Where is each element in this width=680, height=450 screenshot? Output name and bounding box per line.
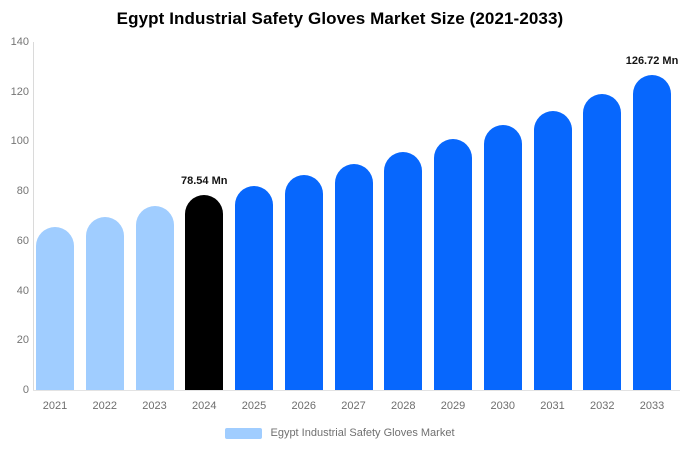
bar-2025[interactable] xyxy=(235,185,273,390)
y-axis-tick-label: 80 xyxy=(16,185,29,198)
bar-2033[interactable] xyxy=(633,75,671,390)
x-axis-tick-label: 2022 xyxy=(92,400,117,412)
bar-2023[interactable] xyxy=(135,206,174,390)
x-axis-tick-label: 2033 xyxy=(639,400,665,412)
x-axis-tick-label: 2031 xyxy=(540,400,565,412)
x-axis-tick-label: 2028 xyxy=(391,400,416,412)
x-axis-tick-label: 2026 xyxy=(291,400,316,412)
y-axis-tick-label: 140 xyxy=(10,36,29,48)
x-axis-tick-label: 2025 xyxy=(241,400,267,412)
bar-value-label: 78.54 Mn xyxy=(181,174,228,187)
bar-2028[interactable] xyxy=(384,151,423,390)
bar-2021[interactable] xyxy=(36,226,74,390)
chart-title: Egypt Industrial Safety Gloves Market Si… xyxy=(116,9,564,28)
x-axis-tick-label: 2023 xyxy=(142,400,167,412)
legend-label: Egypt Industrial Safety Gloves Market xyxy=(270,427,455,439)
bar-2027[interactable] xyxy=(334,163,373,390)
x-axis-tick-label: 2024 xyxy=(192,400,217,412)
bar-2024[interactable] xyxy=(185,194,224,390)
x-axis-line xyxy=(33,390,680,391)
x-axis-tick-label: 2032 xyxy=(590,400,615,412)
bar-value-label: 126.72 Mn xyxy=(625,55,679,67)
y-axis-tick-label: 60 xyxy=(16,234,29,247)
y-axis-tick-label: 40 xyxy=(16,284,29,297)
y-axis-tick-label: 120 xyxy=(10,85,29,98)
y-axis-tick-label: 0 xyxy=(22,384,29,396)
legend: Egypt Industrial Safety Gloves Market xyxy=(0,427,680,439)
bar-2022[interactable] xyxy=(85,216,124,390)
bar-2030[interactable] xyxy=(483,125,522,390)
x-axis-tick-label: 2021 xyxy=(42,400,68,412)
x-axis-tick-label: 2027 xyxy=(341,400,366,412)
bar-2029[interactable] xyxy=(434,138,472,390)
y-axis-tick-label: 100 xyxy=(10,135,29,148)
legend-swatch xyxy=(225,427,263,439)
bar-2026[interactable] xyxy=(284,175,323,390)
y-axis-tick-label: 20 xyxy=(16,334,29,347)
bar-2031[interactable] xyxy=(533,110,572,390)
bar-2032[interactable] xyxy=(583,93,622,390)
y-axis-line xyxy=(33,42,34,390)
x-axis-tick-label: 2030 xyxy=(490,400,515,412)
x-axis-tick-label: 2029 xyxy=(440,400,466,412)
